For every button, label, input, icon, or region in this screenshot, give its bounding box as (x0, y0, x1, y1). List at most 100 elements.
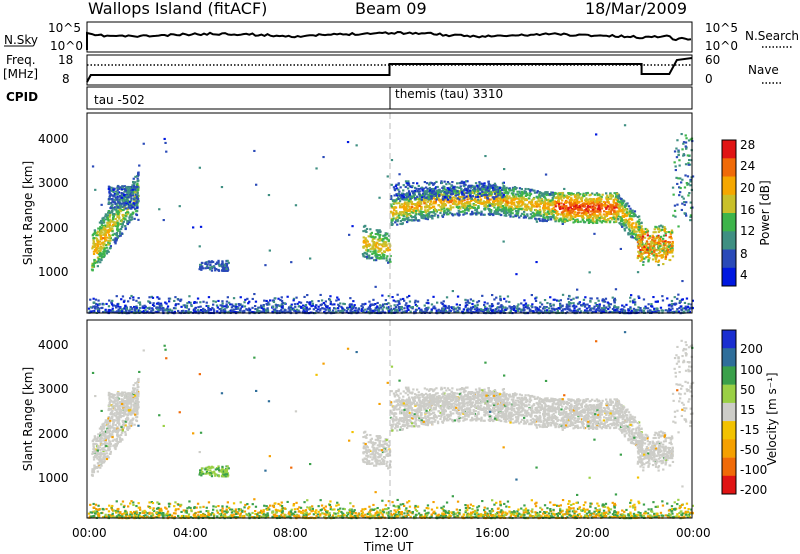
power-cell (226, 296, 229, 299)
power-cell (608, 208, 611, 211)
power-cell (408, 219, 411, 222)
power-cell (399, 212, 402, 215)
power-cell (475, 190, 478, 193)
power-cell (515, 201, 519, 204)
power-cell (135, 185, 139, 188)
power-cell (448, 200, 452, 203)
power-cell (546, 211, 549, 214)
power-cell (630, 225, 634, 228)
power-cell (198, 268, 201, 271)
power-cell (527, 197, 530, 200)
power-cell (504, 188, 508, 191)
power-cell (665, 231, 668, 234)
power-cell (111, 210, 114, 213)
power-cell (576, 193, 579, 196)
power-cell (560, 195, 563, 198)
power-cell (624, 208, 628, 211)
power-cell (476, 200, 480, 203)
power-cell (569, 210, 572, 213)
power-cell (408, 192, 411, 195)
power-cell (114, 202, 117, 205)
power-cell (471, 195, 474, 198)
power-cell (463, 196, 466, 199)
power-cell (411, 190, 414, 193)
power-cell (123, 202, 126, 205)
power-cell (504, 192, 507, 195)
power-cell (360, 308, 364, 311)
power-cell (618, 222, 621, 225)
power-cell (449, 186, 452, 189)
power-cell (493, 188, 496, 191)
power-cell (527, 188, 530, 191)
power-cell (231, 303, 234, 306)
power-cell (476, 184, 479, 187)
power-cell (690, 159, 693, 162)
power-cell (451, 197, 454, 200)
power-cell (563, 213, 566, 216)
power-cell (588, 305, 591, 308)
power-cell (589, 221, 592, 224)
power-cell (666, 250, 669, 253)
power-cell (471, 210, 474, 213)
power-cell (569, 216, 572, 219)
power-cell (96, 243, 99, 246)
power-cell (135, 213, 138, 216)
power-cell (579, 310, 583, 313)
power-cell (115, 238, 118, 241)
power-cell (452, 186, 455, 189)
power-cell (134, 175, 137, 178)
power-cell (441, 307, 444, 310)
power-cell (104, 308, 107, 311)
power-cell (423, 190, 426, 193)
power-cell (644, 247, 648, 250)
power-cell (444, 204, 447, 207)
power-cell (421, 310, 425, 313)
power-cell (637, 228, 641, 231)
power-cell (382, 257, 385, 260)
power-cell (202, 308, 205, 311)
power-cell (369, 304, 372, 307)
power-cell (657, 243, 661, 246)
power-cell (520, 197, 523, 200)
power-cell (402, 184, 405, 187)
power-cell (470, 213, 473, 216)
power-cell (471, 188, 474, 191)
power-cell (524, 303, 527, 306)
power-cell (298, 301, 301, 304)
power-cell (483, 184, 486, 187)
power-cell (593, 193, 596, 196)
power-cell (128, 221, 131, 224)
power-cell (128, 219, 131, 222)
power-cell (675, 176, 678, 179)
power-cell (593, 220, 596, 223)
power-cell (685, 137, 688, 140)
power-cell (499, 297, 502, 300)
power-cell (202, 267, 205, 270)
power-cell (614, 202, 617, 205)
power-cell (600, 200, 603, 203)
power-cell (112, 214, 115, 217)
power-cell (593, 305, 596, 308)
power-cell (490, 193, 493, 196)
power-cell (543, 205, 547, 208)
power-cell (498, 202, 501, 205)
power-cell (561, 293, 565, 296)
power-cell (668, 307, 671, 310)
power-cell (148, 306, 151, 309)
power-cell (108, 299, 111, 302)
beam-title: Beam 09 (355, 0, 427, 18)
power-cell (96, 265, 99, 268)
power-cell (563, 210, 566, 213)
power-cell (147, 300, 150, 303)
power-cell (114, 223, 118, 226)
power-cell (516, 305, 519, 308)
power-cell (508, 205, 511, 208)
power-cell (131, 212, 135, 215)
power-cell (432, 187, 435, 190)
power-cell (389, 255, 392, 258)
power-cell (602, 213, 605, 216)
power-cell (397, 183, 400, 186)
power-cell (637, 236, 640, 239)
power-cell (472, 299, 475, 302)
power-cell (546, 216, 549, 219)
